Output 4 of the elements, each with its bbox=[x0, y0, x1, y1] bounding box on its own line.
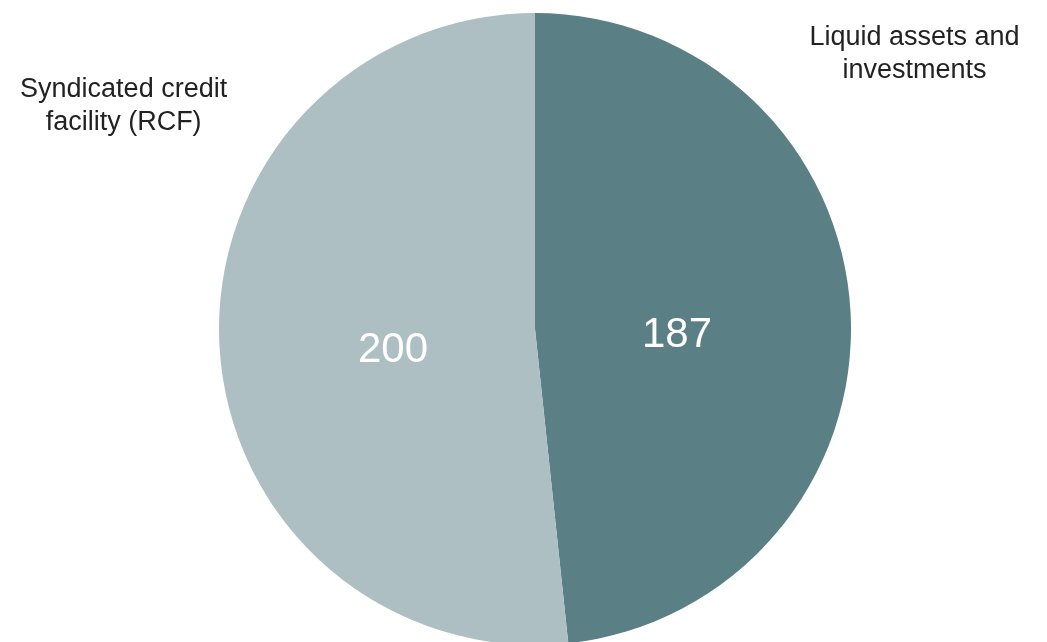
slice-label: Liquid assets and investments bbox=[809, 21, 1020, 85]
slice-label: Syndicated credit facility (RCF) bbox=[20, 73, 228, 137]
data-label: 187 bbox=[641, 308, 713, 356]
data-label: 200 bbox=[357, 323, 429, 371]
